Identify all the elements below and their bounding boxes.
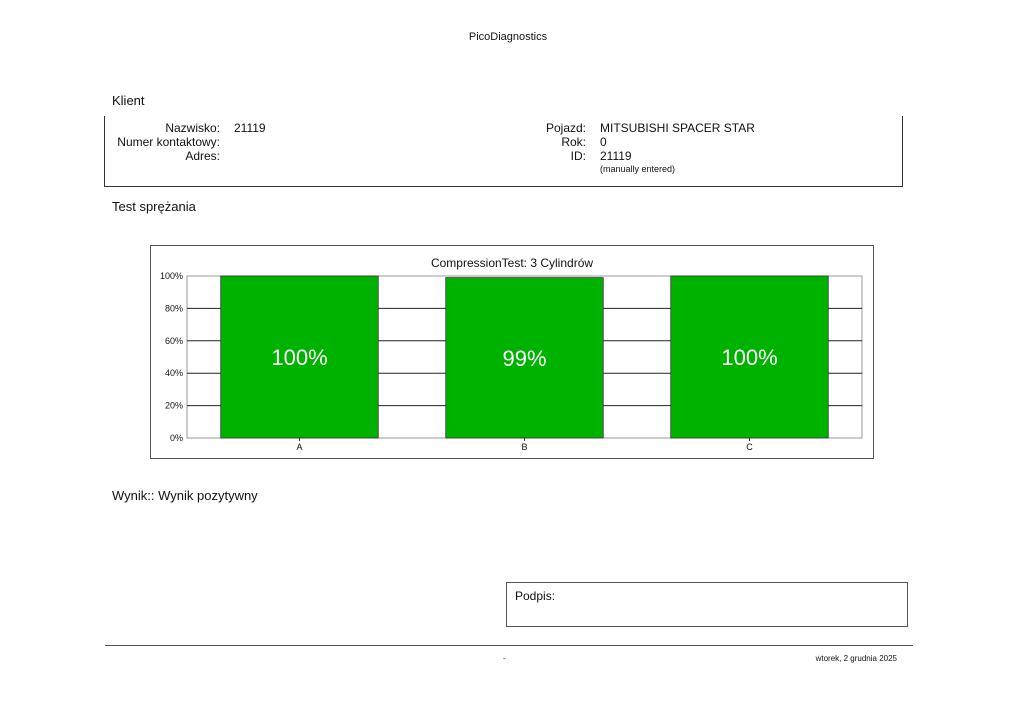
bar-C bbox=[670, 275, 829, 439]
contact-number-label: Numer kontaktowy: bbox=[117, 135, 220, 149]
y-tick-label: 100% bbox=[160, 271, 183, 281]
client-section-title: Klient bbox=[112, 93, 145, 108]
x-tick-label: B bbox=[521, 442, 527, 452]
compression-chart: CompressionTest: 3 Cylindrów 0% 20% 40% 60%… bbox=[160, 256, 863, 452]
y-tick-label: 40% bbox=[165, 368, 183, 378]
footer-divider bbox=[105, 645, 913, 646]
surname-value: 21119 bbox=[234, 121, 266, 135]
address-label: Adres: bbox=[185, 149, 220, 163]
bar-value-label: 100% bbox=[271, 345, 327, 370]
id-value: 21119 bbox=[600, 149, 632, 163]
bar-B bbox=[445, 277, 604, 439]
vehicle-label: Pojazd: bbox=[545, 121, 586, 135]
year-label: Rok: bbox=[561, 135, 586, 149]
bar-value-label: 100% bbox=[721, 345, 777, 370]
x-tick-label: A bbox=[296, 442, 302, 452]
signature-box: Podpis: bbox=[506, 582, 908, 627]
id-label: ID: bbox=[570, 149, 586, 163]
y-tick-label: 60% bbox=[165, 336, 183, 346]
result-text: Wynik:: Wynik pozytywny bbox=[112, 488, 258, 503]
footer-center: - bbox=[503, 654, 506, 663]
client-info-box bbox=[104, 116, 903, 187]
bar-A bbox=[220, 275, 379, 439]
footer-date: wtorek, 2 grudnia 2025 bbox=[815, 654, 897, 663]
year-value: 0 bbox=[600, 135, 607, 149]
vehicle-value: MITSUBISHI SPACER STAR bbox=[600, 121, 755, 135]
y-tick-label: 0% bbox=[170, 433, 183, 443]
id-note: (manually entered) bbox=[600, 164, 676, 174]
signature-label: Podpis: bbox=[515, 589, 556, 603]
report-title: PicoDiagnostics bbox=[468, 31, 548, 43]
chart-frame: CompressionTest: 3 Cylindrów 0% 20% 40% 60%… bbox=[150, 245, 874, 459]
y-tick-label: 80% bbox=[165, 303, 183, 313]
x-tick-label: C bbox=[746, 442, 753, 452]
y-tick-label: 20% bbox=[165, 401, 183, 411]
surname-label: Nazwisko: bbox=[165, 121, 220, 135]
bar-value-label: 99% bbox=[502, 346, 546, 371]
test-section-title: Test sprężania bbox=[112, 199, 196, 214]
chart-title: CompressionTest: 3 Cylindrów bbox=[431, 256, 593, 270]
